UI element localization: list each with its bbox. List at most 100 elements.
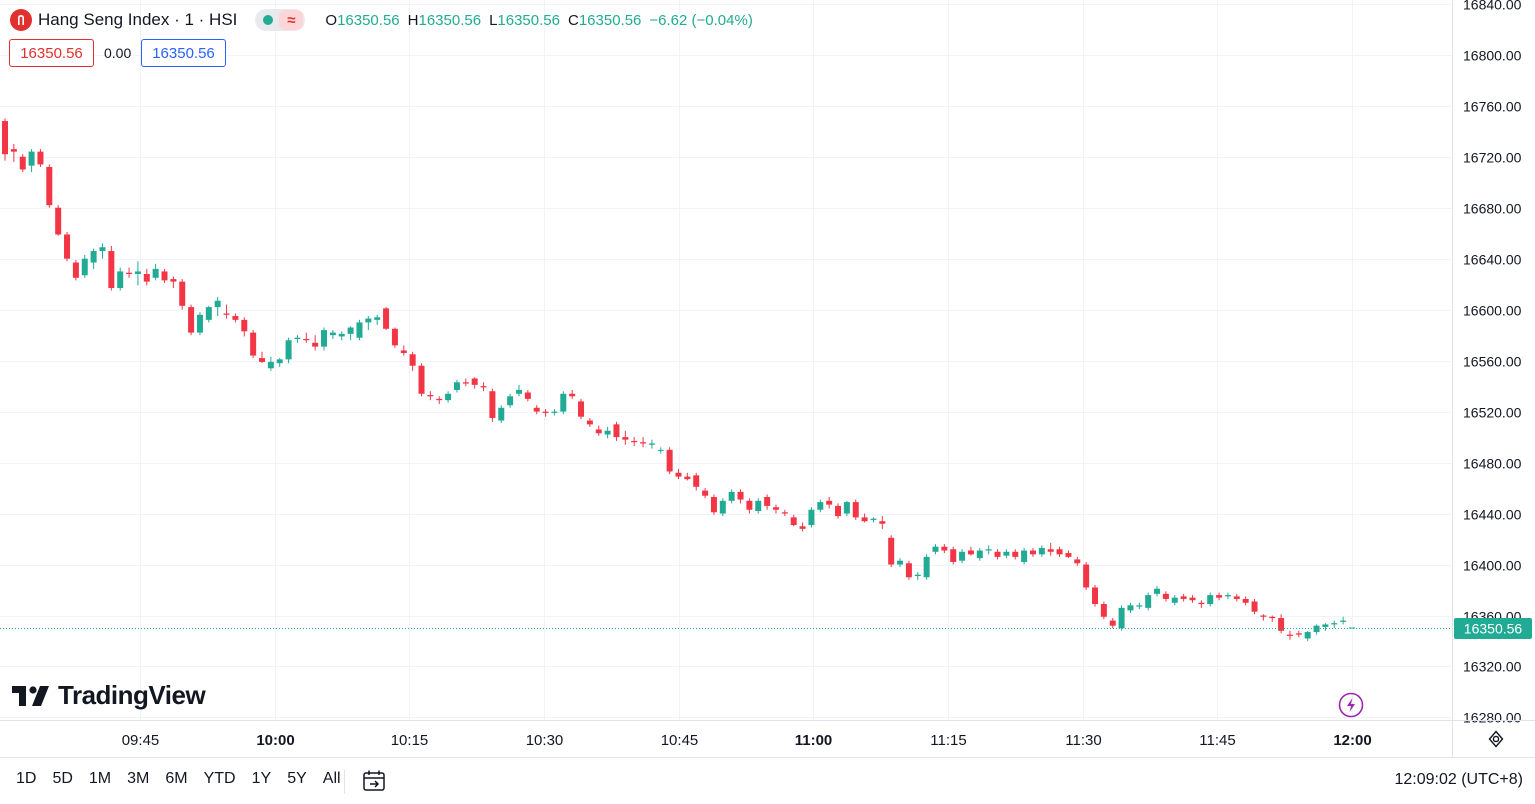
candle	[772, 504, 779, 514]
candle-body	[1065, 553, 1072, 557]
candle	[10, 144, 17, 162]
candle-body	[569, 393, 576, 397]
tradingview-logo[interactable]: TradingView	[12, 680, 206, 711]
hsi-logo-icon[interactable]	[10, 9, 32, 31]
candle	[170, 276, 177, 288]
price-tick-label: 16320.00	[1463, 659, 1522, 675]
candle-body	[586, 420, 593, 425]
candle	[551, 409, 558, 416]
price-axis[interactable]: 16840.00 16800.00 16760.00 16720.00 16680.00…	[1452, 0, 1533, 757]
candle-body	[1100, 604, 1107, 617]
candle	[586, 417, 593, 427]
candle	[400, 345, 407, 356]
candle-body	[1331, 623, 1338, 625]
candle	[90, 248, 97, 269]
candle	[347, 326, 354, 341]
range-3m[interactable]: 3M	[127, 770, 150, 787]
range-all[interactable]: All	[322, 770, 341, 787]
toolbar-divider	[344, 770, 345, 794]
symbol-title[interactable]: Hang Seng Index · 1 · HSI	[38, 10, 238, 29]
chart-settings-icon[interactable]	[1486, 729, 1506, 749]
candle-body	[648, 443, 655, 445]
candle	[276, 358, 283, 368]
range-1m[interactable]: 1M	[88, 770, 112, 787]
candle-body	[1092, 587, 1099, 605]
candlestick-chart[interactable]: 16840.00 16800.00 16760.00 16720.00 16680.00…	[0, 0, 1535, 757]
candle	[1269, 615, 1276, 622]
ohlc-low-label: L	[489, 11, 498, 29]
candle-body	[852, 502, 859, 518]
candle-body	[897, 560, 904, 565]
price-tick-label: 16800.00	[1463, 48, 1522, 64]
timezone-clock[interactable]: 12:09:02 (UTC+8)	[1394, 771, 1523, 788]
candle	[861, 513, 868, 523]
grid-lines	[0, 0, 1452, 720]
candle	[258, 351, 265, 364]
candle	[595, 425, 602, 436]
candle	[764, 494, 771, 510]
candle-body	[533, 407, 540, 412]
range-1y[interactable]: 1Y	[251, 770, 272, 787]
candle	[1349, 627, 1355, 629]
candle-body	[480, 386, 487, 388]
candle	[790, 514, 797, 527]
spread-value: 0.00	[104, 45, 132, 61]
time-axis[interactable]: 09:45 10:00 10:15 10:30 10:45 11:00 11:15 11:30…	[0, 720, 1535, 750]
candle	[285, 337, 292, 364]
candle-body	[356, 322, 363, 338]
range-ytd[interactable]: YTD	[203, 770, 236, 787]
candle	[657, 447, 664, 454]
candle-body	[347, 327, 354, 334]
candle	[631, 437, 638, 447]
candle	[223, 304, 230, 319]
candle-body	[799, 526, 806, 529]
candle	[1216, 592, 1223, 601]
candle	[897, 558, 904, 568]
price-tick-label: 16440.00	[1463, 507, 1522, 523]
time-tick-label: 11:00	[795, 732, 833, 749]
candle-body	[542, 411, 549, 413]
candle-body	[1233, 596, 1240, 599]
candle-body	[1021, 550, 1028, 562]
candle	[196, 312, 203, 336]
candle-body	[250, 332, 257, 356]
candle	[179, 279, 186, 310]
range-1d[interactable]: 1D	[16, 770, 37, 787]
range-5y[interactable]: 5Y	[287, 770, 307, 787]
time-tick-label: 11:30	[1065, 732, 1101, 749]
candle-body	[728, 491, 735, 501]
candle-body	[994, 551, 1001, 557]
candle-body	[666, 449, 673, 472]
candle	[941, 544, 948, 554]
candle	[462, 378, 469, 387]
date-range-icon[interactable]	[361, 768, 387, 794]
candle	[19, 154, 26, 173]
candle	[329, 330, 336, 339]
candle-body	[657, 449, 664, 451]
ohlc-high-value: 16350.56	[418, 11, 482, 29]
candle-body	[923, 556, 930, 578]
lightning-icon[interactable]	[1338, 692, 1364, 718]
candle-body	[772, 507, 779, 510]
ohlc-change: −6.62 (−0.04%)	[649, 11, 753, 29]
buy-price-button[interactable]: 16350.56	[141, 39, 226, 67]
candle-body	[1242, 598, 1249, 603]
candle	[622, 430, 629, 445]
candle	[1251, 598, 1258, 615]
market-status-pill[interactable]: ≈	[255, 9, 306, 31]
candle-body	[1189, 597, 1196, 601]
candle	[205, 305, 212, 323]
range-5d[interactable]: 5D	[52, 770, 73, 787]
candle-body	[985, 549, 992, 551]
sell-price-button[interactable]: 16350.56	[9, 39, 94, 67]
candle-body	[383, 308, 390, 329]
candle	[1180, 593, 1187, 602]
price-tick-label: 16640.00	[1463, 252, 1522, 268]
range-6m[interactable]: 6M	[165, 770, 188, 787]
candle-body	[179, 281, 186, 306]
candle-body	[737, 491, 744, 500]
candle-body	[631, 440, 638, 443]
candle	[374, 314, 381, 325]
candle	[126, 267, 133, 278]
candle	[1260, 614, 1267, 621]
